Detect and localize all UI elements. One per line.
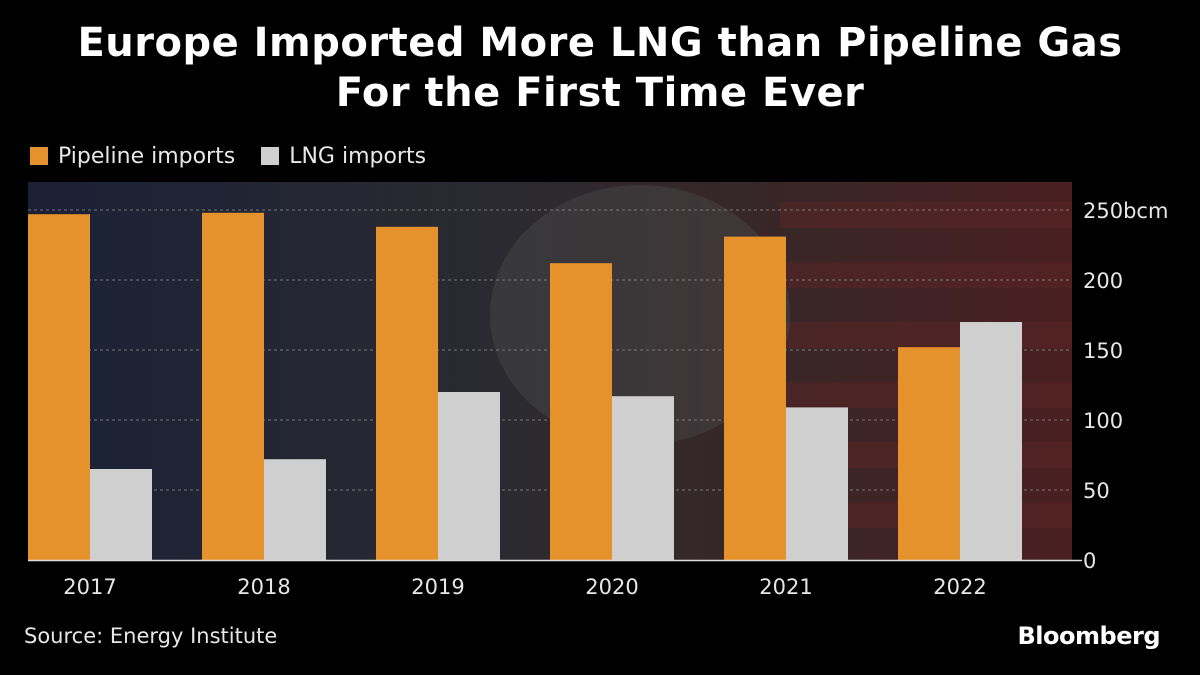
chart-bars [28,212,1022,561]
legend-item-pipeline: Pipeline imports [30,144,235,169]
y-tick-label: 250bcm [1083,199,1168,223]
bar-lng-2019 [438,392,500,560]
y-tick-label: 0 [1083,549,1096,573]
legend-label-pipeline: Pipeline imports [58,143,236,169]
bar-pipeline-2017 [28,214,90,560]
y-tick-label: 200 [1083,269,1123,293]
bar-pipeline-2018 [202,212,264,561]
chart-title-line-2: For the First Time Ever [335,70,865,116]
source-note: Source: Energy Institute [24,624,278,648]
chart-title: Europe Imported More LNG than Pipeline G… [0,18,1200,118]
background-stripe [780,262,1072,288]
bar-lng-2017 [90,469,152,560]
legend-label-lng: LNG imports [289,143,427,169]
legend-swatch-pipeline [30,147,48,165]
x-tick-label: 2018 [237,575,290,599]
background-stripe [780,202,1072,228]
x-tick-label: 2020 [585,575,638,599]
legend-swatch-lng [261,147,280,165]
chart-axes: 2017 2018 2019 2020 2021 2022 0 50 100 150 200 250b… [28,199,1168,599]
bar-pipeline-2021 [724,236,786,560]
y-tick-label: 150 [1083,339,1123,363]
chart-legend: Pipeline imports LNG imports [30,140,452,172]
background-stripe [780,322,1072,348]
bar-lng-2022 [960,322,1022,560]
bar-pipeline-2020 [550,263,612,560]
bar-pipeline-2022 [898,347,960,560]
bar-lng-2018 [264,459,326,560]
bloomberg-logo: Bloomberg [1017,622,1161,650]
legend-item-lng: LNG imports [261,144,426,169]
bar-pipeline-2019 [376,226,438,561]
y-tick-label: 100 [1083,409,1123,433]
bar-lng-2020 [612,396,674,560]
chart-title-line-1: Europe Imported More LNG than Pipeline G… [77,20,1123,66]
bar-chart: 2017 2018 2019 2020 2021 2022 0 50 100 150 200 250b… [28,182,1168,599]
x-tick-label: 2021 [759,575,812,599]
bar-lng-2021 [786,407,848,560]
x-tick-label: 2022 [933,575,986,599]
y-tick-label: 50 [1083,479,1110,503]
x-tick-label: 2019 [411,575,464,599]
x-tick-label: 2017 [63,575,116,599]
